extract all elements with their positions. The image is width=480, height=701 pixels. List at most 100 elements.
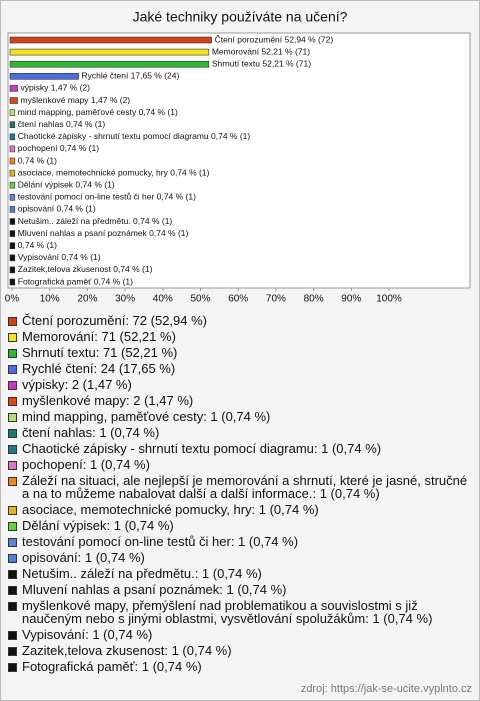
legend-marker [8, 554, 17, 563]
legend-label: mind mapping, paměťové cesty: 1 (0,74 %) [22, 409, 271, 424]
legend-marker [8, 506, 17, 515]
legend-item: Vypisování: 1 (0,74 %) [8, 628, 470, 641]
bar-label: Dělání výpisek 0,74 % (1) [18, 179, 115, 189]
bar [9, 206, 16, 213]
bar [9, 97, 18, 104]
bar [9, 194, 16, 201]
legend: Čtení porozumění: 72 (52,94 %) Memorování… [8, 314, 470, 676]
legend-marker [8, 349, 17, 358]
legend-item: Memorování: 71 (52,21 %) [8, 330, 470, 343]
chart-title: Jaké techniky používáte na učení? [133, 9, 348, 25]
bar-label: Memorování 52,21 % (71) [212, 46, 310, 56]
bar [9, 85, 18, 92]
legend-marker [8, 365, 17, 374]
bar-label: Čtení porozumění 52,94 % (72) [215, 34, 334, 44]
legend-item: testování pomocí on-line testů či her: 1… [8, 535, 470, 548]
bar [9, 48, 210, 56]
bar [9, 278, 16, 286]
bar-label: testování pomocí on-line testů či her 0,… [18, 192, 196, 202]
bar-label: Fotografická paměť 0,74 % (1) [18, 276, 133, 286]
bar [9, 60, 210, 68]
bar [9, 157, 16, 165]
legend-label: Chaotické zápisky - shrnutí textu pomocí… [22, 441, 382, 456]
legend-marker [8, 317, 17, 326]
legend-label: Netušim.. záleží na předmětu.: 1 (0,74 %… [22, 566, 262, 581]
bar [9, 181, 16, 189]
legend-label: testování pomocí on-line testů či her: 1… [22, 534, 299, 549]
x-tick-label: 40% [153, 294, 173, 305]
x-tick-label: 90% [341, 294, 361, 305]
legend-label: Záleží na situaci, ale nejlepší je memor… [22, 473, 468, 501]
legend-label: Memorování: 71 (52,21 %) [22, 329, 176, 344]
legend-item: asociace, memotechnické pomucky, hry: 1 … [8, 503, 470, 516]
legend-label: opisování: 1 (0,74 %) [22, 550, 145, 565]
x-tick-label: 10% [40, 294, 60, 305]
legend-item: opisování: 1 (0,74 %) [8, 551, 470, 564]
x-tick-label: 0% [5, 294, 20, 305]
legend-label: Vypisování: 1 (0,74 %) [22, 627, 153, 642]
bar [9, 169, 16, 177]
legend-marker [8, 538, 17, 547]
bar [9, 73, 79, 80]
bar-label: mind mapping, paměťové cesty 0,74 % (1) [18, 107, 178, 117]
legend-label: pochopení: 1 (0,74 %) [22, 457, 150, 472]
x-tick-label: 20% [77, 294, 97, 305]
legend-label: Dělání výpisek: 1 (0,74 %) [22, 518, 174, 533]
legend-item: myšlenkové mapy, přemýšlení nad problema… [8, 599, 470, 625]
x-tick-label: 30% [115, 294, 135, 305]
bar-label: Netušim.. záleží na předmětu. 0,74 % (1) [18, 216, 173, 226]
bar-label: asociace, memotechnické pomucky, hry 0,7… [18, 167, 210, 177]
legend-item: Netušim.. záleží na předmětu.: 1 (0,74 %… [8, 567, 470, 580]
bar [9, 218, 16, 225]
legend-marker [8, 602, 17, 611]
legend-marker [8, 333, 17, 342]
bar-label: 0,74 % (1) [18, 240, 57, 250]
bar-label: Mluvení nahlas a psaní poznámek 0,74 % (… [18, 228, 189, 238]
x-tick-label: 60% [228, 294, 248, 305]
legend-item: mind mapping, paměťové cesty: 1 (0,74 %) [8, 410, 470, 423]
bar [9, 254, 16, 262]
legend-item: Dělání výpisek: 1 (0,74 %) [8, 519, 470, 532]
bar-label: Rychlé čtení 17,65 % (24) [82, 71, 180, 81]
legend-marker [8, 631, 17, 640]
legend-item: pochopení: 1 (0,74 %) [8, 458, 470, 471]
x-tick-label: 100% [376, 294, 402, 305]
legend-marker [8, 429, 17, 438]
legend-label: Zazitek,telova zkusenost: 1 (0,74 %) [22, 643, 232, 658]
legend-marker [8, 381, 17, 390]
x-tick-label: 50% [190, 294, 210, 305]
legend-item: čtení nahlas: 1 (0,74 %) [8, 426, 470, 439]
x-tick-label: 80% [304, 294, 324, 305]
legend-marker [8, 477, 17, 486]
bar [9, 36, 212, 44]
bar-label: Vypisování 0,74 % (1) [18, 252, 101, 262]
legend-item: výpisky: 2 (1,47 %) [8, 378, 470, 391]
bar-label: Zazitek,telova zkusenost 0,74 % (1) [18, 264, 153, 274]
legend-label: Shrnutí textu: 71 (52,21 %) [22, 345, 178, 360]
legend-label: Mluvení nahlas a psaní poznámek: 1 (0,74… [22, 582, 287, 597]
bar-label: Chaotické zápisky - shrnutí textu pomocí… [18, 131, 251, 141]
bar [9, 230, 16, 237]
legend-item: Fotografická paměť: 1 (0,74 %) [8, 660, 470, 673]
legend-marker [8, 570, 17, 579]
bar-label: Shrnutí textu 52,21 % (71) [212, 58, 311, 68]
x-tick-label: 70% [266, 294, 286, 305]
legend-item: Čtení porozumění: 72 (52,94 %) [8, 314, 470, 327]
bar [9, 133, 16, 141]
legend-label: myšlenkové mapy: 2 (1,47 %) [22, 393, 194, 408]
legend-label: myšlenkové mapy, přemýšlení nad problema… [22, 598, 433, 626]
bar-label: 0,74 % (1) [18, 155, 57, 165]
legend-item: Chaotické zápisky - shrnutí textu pomocí… [8, 442, 470, 455]
bar-label: myšlenkové mapy 1,47 % (2) [21, 95, 131, 105]
bar [9, 121, 16, 128]
legend-item: Záleží na situaci, ale nejlepší je memor… [8, 474, 470, 500]
legend-item: myšlenkové mapy: 2 (1,47 %) [8, 394, 470, 407]
legend-label: Fotografická paměť: 1 (0,74 %) [22, 659, 202, 674]
legend-marker [8, 445, 17, 454]
legend-marker [8, 522, 17, 531]
legend-marker [8, 586, 17, 595]
legend-marker [8, 397, 17, 406]
legend-label: Čtení porozumění: 72 (52,94 %) [22, 313, 207, 328]
bar [9, 242, 16, 249]
